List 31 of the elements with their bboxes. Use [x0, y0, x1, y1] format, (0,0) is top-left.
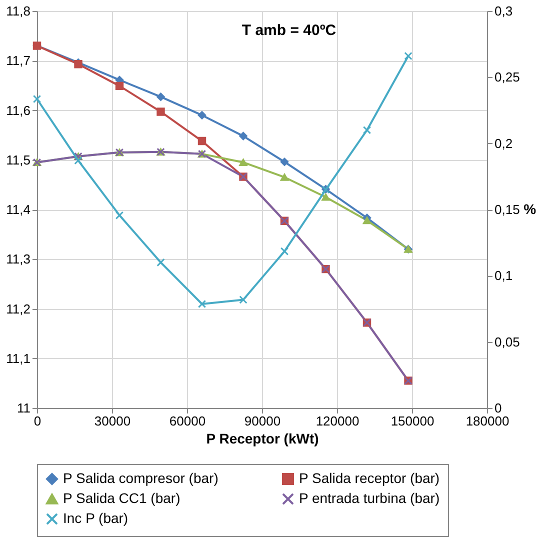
- y-tick-label: 11,2: [6, 301, 30, 316]
- y-tick-label: 11,3: [6, 252, 30, 267]
- legend-label: P Salida receptor (bar): [299, 470, 440, 486]
- x-axis-title: P Receptor (kWt): [206, 430, 319, 446]
- x-tick-label: 90000: [244, 414, 281, 428]
- x-tick-label: 180000: [466, 414, 510, 428]
- y-tick-label: 11,6: [6, 102, 30, 118]
- y-tick-label: 11,4: [6, 202, 30, 217]
- y2-tick-label: 0,3: [494, 4, 513, 18]
- legend-label: P entrada turbina (bar): [299, 490, 440, 506]
- legend-label: Inc P (bar): [63, 510, 128, 526]
- y2-tick-label: 0,15: [494, 202, 520, 217]
- y-tick-label: 11,5: [6, 152, 30, 168]
- x-tick-label: 120000: [316, 414, 360, 428]
- y2-tick-label: 0,1: [494, 268, 513, 284]
- y-tick-label: 11,7: [6, 53, 30, 68]
- x-tick-label: 30000: [94, 414, 131, 428]
- y2-tick-label: 0,25: [494, 70, 520, 85]
- legend-label: P Salida CC1 (bar): [63, 490, 180, 506]
- x-tick-label: 150000: [390, 414, 434, 428]
- legend-label: P Salida compresor (bar): [63, 470, 218, 486]
- x-tick-label: 0: [34, 414, 42, 428]
- y2-tick-label: 0,05: [494, 334, 520, 350]
- y-tick-label: 11,1: [6, 350, 30, 366]
- y2-tick-label: 0: [494, 400, 502, 416]
- y2-axis-title: %: [524, 201, 537, 217]
- y-tick-label: 11,8: [6, 4, 30, 18]
- y2-tick-label: 0,2: [494, 136, 513, 151]
- annotation: T amb = 40ºC: [242, 22, 336, 39]
- y-tick-label: 11: [17, 400, 30, 416]
- x-tick-label: 60000: [169, 414, 206, 428]
